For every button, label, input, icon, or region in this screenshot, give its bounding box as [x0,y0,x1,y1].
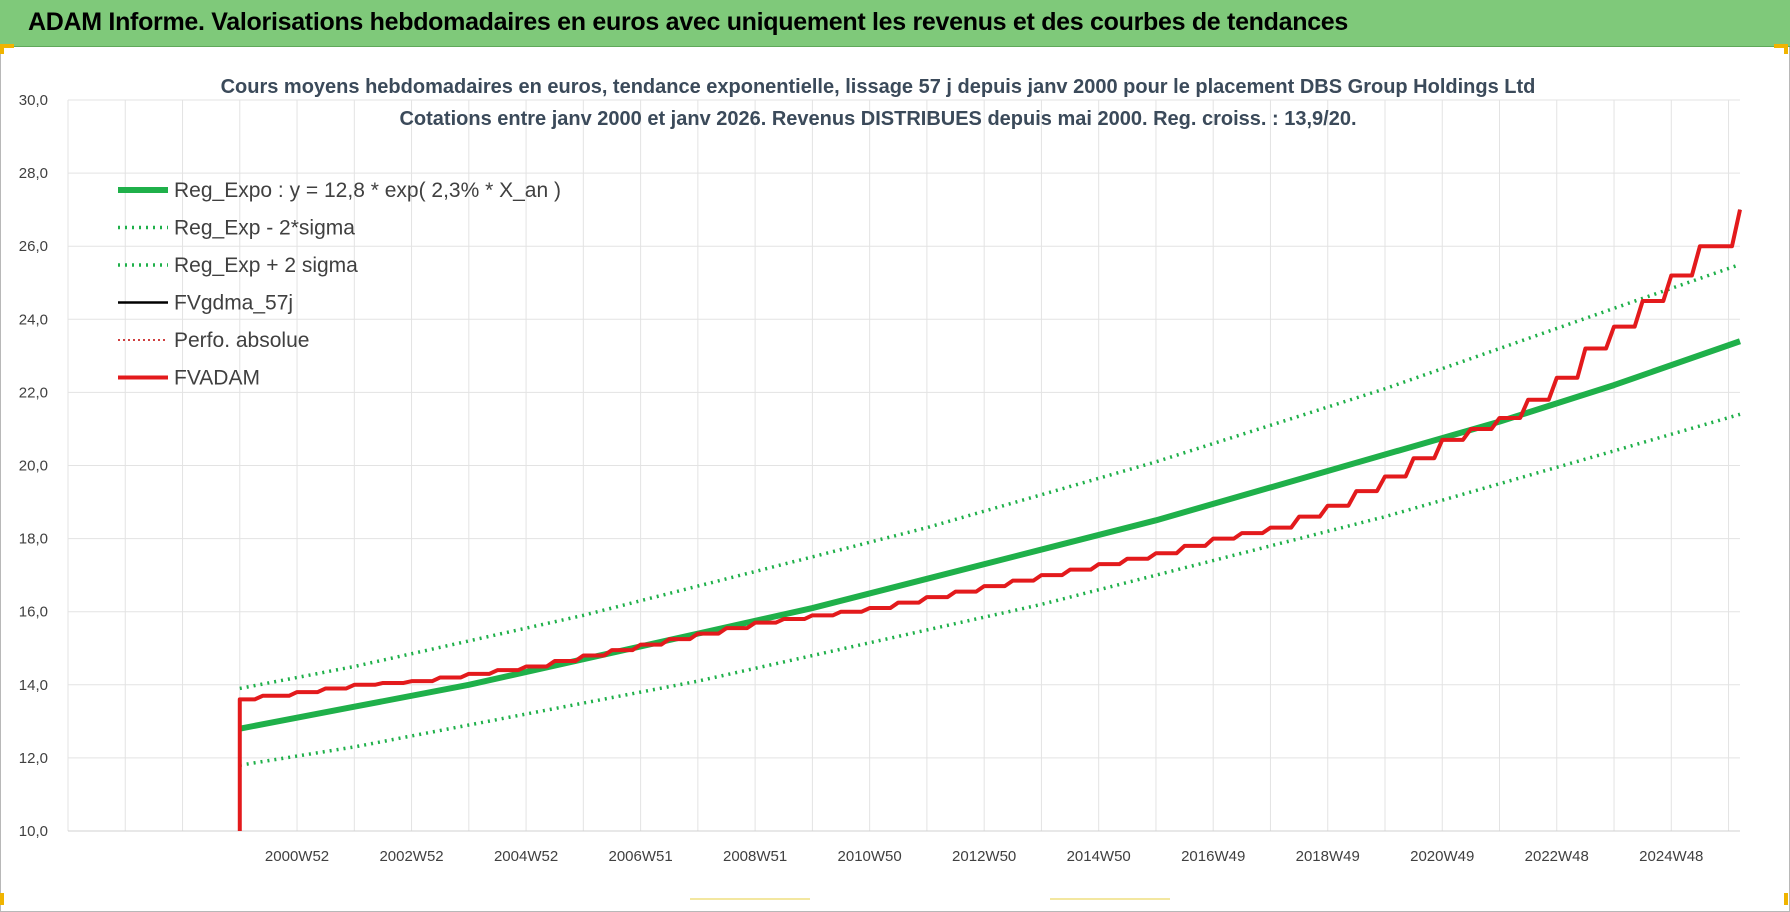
x-tick-label: 2010W50 [838,848,902,865]
series-line-4 [239,209,1741,701]
x-tick-label: 2016W49 [1181,848,1245,865]
corner-mark-top-right-v [1784,44,1788,54]
y-tick-label: 10,0 [19,823,48,840]
x-tick-label: 2000W52 [265,848,329,865]
legend-label-5: FVADAM [174,367,260,390]
y-tick-label: 14,0 [19,677,48,694]
y-tick-label: 30,0 [19,92,48,109]
chart-title-line2: Cotations entre janv 2000 et janv 2026. … [399,108,1356,130]
y-axis-ticks: 10,0 12,0 14,0 16,0 18,0 20,0 22,0 24,0 26,0 28,0… [19,92,48,840]
corner-mark-top-left [0,44,14,48]
chart-title-line1: Cours moyens hebdomadaires en euros, ten… [221,76,1536,98]
legend-label-0: Reg_Expo : y = 12,8 * exp( 2,3% * X_an ) [174,179,561,202]
series-lines [237,209,1742,831]
x-tick-label: 2004W52 [494,848,558,865]
series-line-0 [239,338,1741,732]
grid-lines [67,99,1740,832]
x-tick-label: 2022W48 [1525,848,1589,865]
legend-label-2: Reg_Exp + 2 sigma [174,254,358,277]
legend-label-1: Reg_Exp - 2*sigma [174,217,355,240]
y-tick-label: 16,0 [19,604,48,621]
y-tick-label: 22,0 [19,384,48,401]
y-tick-label: 12,0 [19,750,48,767]
corner-mark-top-left-v [0,44,4,54]
corner-mark-bottom-left [0,893,4,905]
x-axis-ticks: 2000W52 2002W52 2004W52 2006W51 2008W51 2010W… [265,848,1703,865]
y-tick-label: 18,0 [19,531,48,548]
x-tick-label: 2006W51 [608,848,672,865]
report-title: ADAM Informe. Valorisations hebdomadaire… [28,8,1349,36]
legend-label-4: Perfo. absolue [174,329,309,352]
y-tick-label: 24,0 [19,311,48,328]
x-tick-label: 2024W48 [1639,848,1703,865]
y-tick-label: 26,0 [19,238,48,255]
series-line-2 [239,262,1741,691]
x-tick-label: 2020W49 [1410,848,1474,865]
bottom-accent-left [690,898,810,900]
report-header: ADAM Informe. Valorisations hebdomadaire… [0,0,1790,47]
series-line-1 [239,412,1741,767]
x-tick-label: 2018W49 [1296,848,1360,865]
x-tick-label: 2008W51 [723,848,787,865]
corner-mark-bottom-right [1784,893,1788,905]
legend-label-3: FVgdma_57j [174,292,293,315]
y-tick-label: 28,0 [19,165,48,182]
series-line-3 [239,209,1742,701]
legend: Reg_Expo : y = 12,8 * exp( 2,3% * X_an )… [118,179,561,390]
x-tick-label: 2002W52 [379,848,443,865]
series-line-5 [237,209,1742,831]
x-tick-label: 2012W50 [952,848,1016,865]
y-tick-label: 20,0 [19,458,48,475]
bottom-accent-right [1050,898,1170,900]
x-tick-label: 2014W50 [1067,848,1131,865]
corner-mark-top-right [1774,44,1788,48]
